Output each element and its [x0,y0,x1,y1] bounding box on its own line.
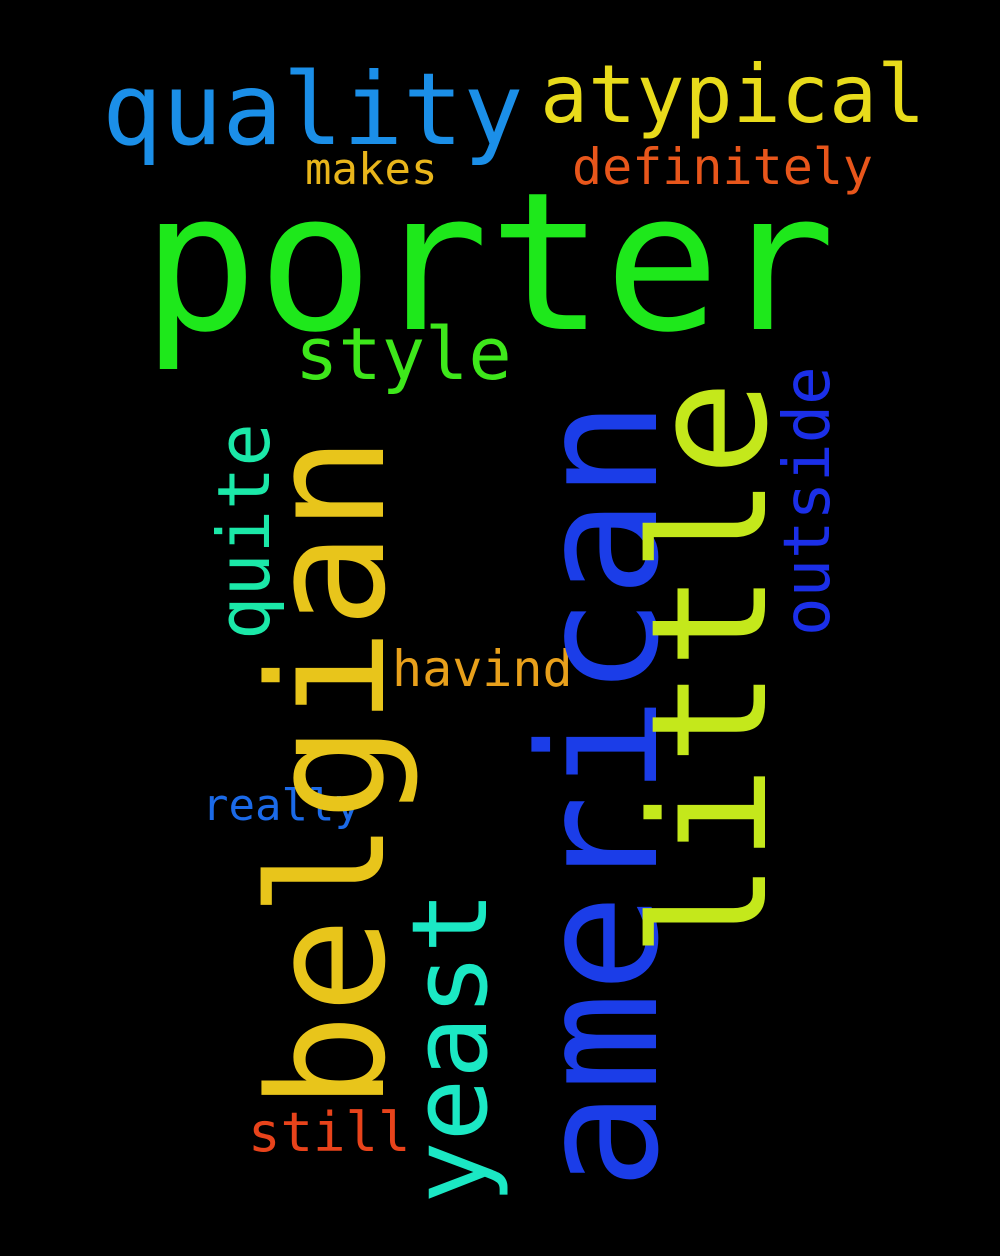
word-definitely: definitely [572,138,874,196]
word-quality: quality [102,51,524,168]
word-yeast: yeast [389,890,511,1204]
word-atypical: atypical [540,48,926,141]
word-little: little [616,380,803,958]
word-really: really [202,780,361,831]
word-havind: havind [392,640,573,698]
word-quite: quite [202,423,286,640]
word-porter: porter [142,152,836,375]
word-outside: outside [771,366,845,636]
word-makes: makes [305,144,438,195]
word-style: style [295,312,512,396]
word-still: still [248,1101,411,1164]
